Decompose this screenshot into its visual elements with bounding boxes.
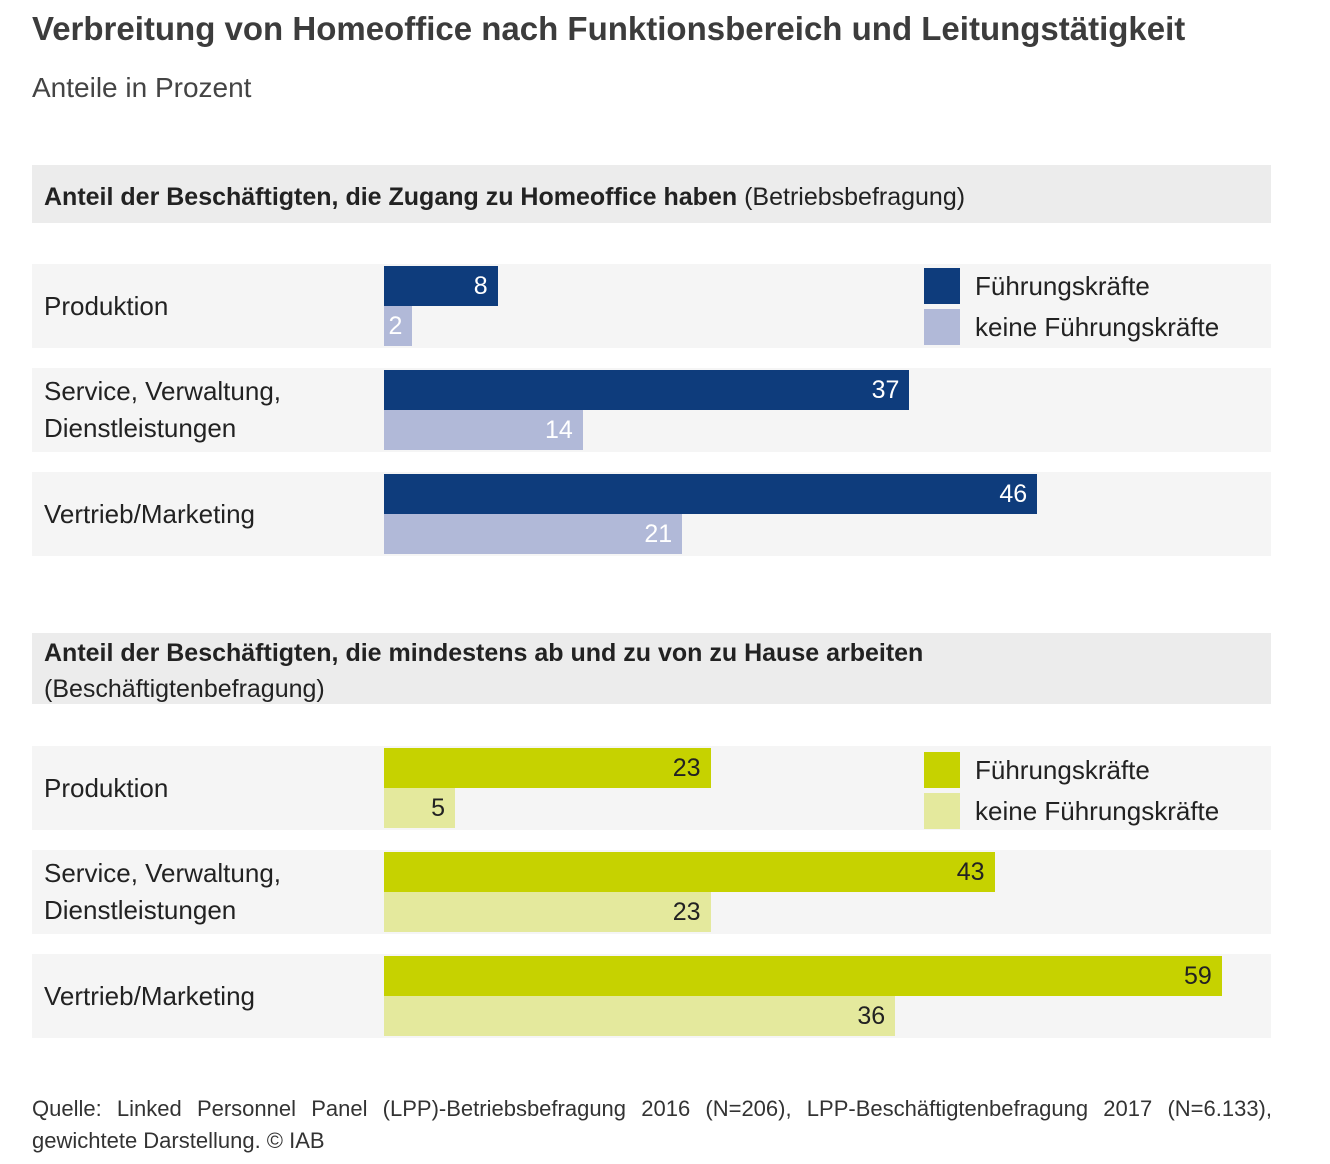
panel-2-row-service: Service, Verwaltung, Dienstleistungen 43… [32,850,1271,934]
legend-swatch-lead [924,752,960,788]
bar-lead: 59 [384,956,1222,996]
bar-lead: 46 [384,474,1038,514]
panel-1-row-produktion: Produktion 8 2 Führungskräfte keine Führ… [32,264,1271,348]
panel-1-header: Anteil der Beschäftigten, die Zugang zu … [32,165,1271,223]
legend-swatch-nonlead [924,309,960,345]
panel-2-header: Anteil der Beschäftigten, die mindestens… [32,633,1271,704]
bar-value-label: 21 [644,520,673,548]
bar-value-label: 5 [431,794,445,822]
bar-value-label: 2 [388,312,403,340]
panel-2-row-vertrieb: Vertrieb/Marketing 59 36 [32,954,1271,1038]
legend-label-lead: Führungskräfte [975,271,1150,301]
panel-1-row-service: Service, Verwaltung, Dienstleistungen 37… [32,368,1271,452]
bar-value-label: 43 [956,858,985,886]
panel-1-title: Anteil der Beschäftigten, die Zugang zu … [44,183,738,211]
legend-label-lead: Führungskräfte [975,755,1150,785]
bar-lead: 23 [384,748,711,788]
panel-2-title: Anteil der Beschäftigten, die mindestens… [44,639,924,667]
category-label: Produktion [44,290,169,321]
legend-swatch-nonlead [924,793,960,829]
legend-swatch-lead [924,268,960,304]
bar-value-label: 36 [857,1002,886,1030]
category-label: Vertrieb/Marketing [44,498,255,529]
bar-value-label: 46 [999,480,1028,508]
bar-nonlead: 2 [384,306,413,346]
legend-label-nonlead: keine Führungskräfte [975,796,1220,826]
bar-lead: 43 [384,852,995,892]
source-note: Quelle: Linked Personnel Panel (LPP)-Bet… [32,1096,1272,1153]
bar-nonlead: 21 [384,514,683,554]
bar-value-label: 23 [672,898,701,926]
category-label: Service, Verwaltung, Dienstleistungen [44,376,282,443]
bar-value-label: 23 [672,754,701,782]
chart-subtitle: Anteile in Prozent [32,72,252,103]
bar-value-label: 59 [1183,962,1212,990]
bar-nonlead: 14 [384,410,583,450]
bar-nonlead: 36 [384,996,896,1036]
bar-lead: 8 [384,266,498,306]
bar-value-label: 37 [871,376,900,404]
category-label: Service, Verwaltung, Dienstleistungen [44,858,282,925]
legend-label-nonlead: keine Führungskräfte [975,312,1220,342]
bar-value-label: 8 [473,272,488,300]
category-label: Produktion [44,772,169,803]
panel-1-row-vertrieb: Vertrieb/Marketing 46 21 [32,472,1271,556]
panel-1-title-note: (Betriebsbefragung) [744,183,966,211]
bar-nonlead: 23 [384,892,711,932]
panel-2-title-note: (Beschäftigtenbefragung) [44,675,325,703]
panel-2-row-produktion: Produktion 23 5 Führungskräfte keine Füh… [32,746,1271,830]
category-label: Vertrieb/Marketing [44,980,255,1011]
bar-lead: 37 [384,370,910,410]
chart-title: Verbreitung von Homeoffice nach Funktion… [32,10,1186,47]
bar-nonlead: 5 [384,788,455,828]
bar-value-label: 14 [544,416,573,444]
